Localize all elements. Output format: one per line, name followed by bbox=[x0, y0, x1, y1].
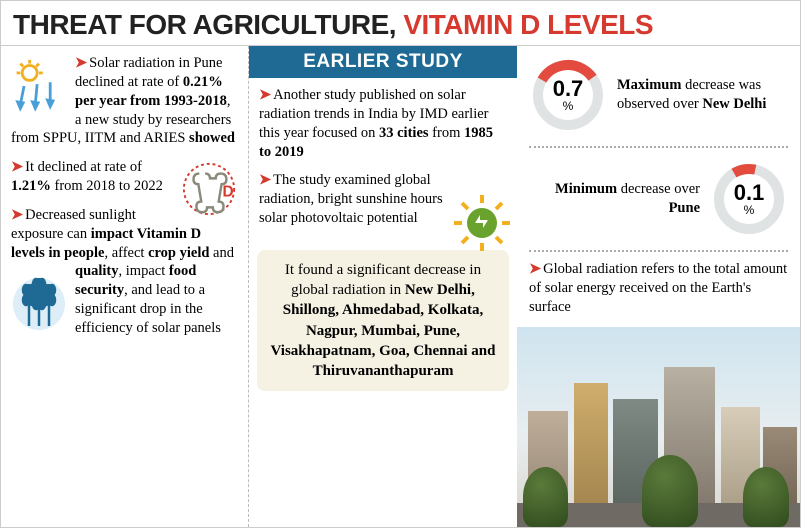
bullet-arrow: ➤ bbox=[11, 207, 23, 223]
sun-decline-icon bbox=[11, 58, 67, 114]
gauge-0.7: 0.7% bbox=[529, 56, 607, 134]
gauge-min-text: Minimum decrease over Pune bbox=[529, 180, 700, 218]
cities-box: It found a significant decrease in globa… bbox=[257, 250, 509, 392]
gauge-value: 0.1 bbox=[734, 182, 765, 204]
bullet-arrow: ➤ bbox=[529, 261, 541, 277]
bullet-note: ➤Global radiation refers to the total am… bbox=[517, 254, 800, 323]
bullet-1: ➤Solar radiation in Pune declined at rat… bbox=[11, 54, 238, 148]
bone-vitamin-d-icon: D bbox=[180, 160, 238, 218]
bullet-arrow: ➤ bbox=[259, 87, 271, 103]
gauge-max: 0.7% Maximum decrease was observed over … bbox=[517, 46, 800, 144]
headline-part2: VITAMIN D LEVELS bbox=[403, 9, 653, 40]
headline-part1: THREAT FOR AGRICULTURE, bbox=[13, 9, 403, 40]
gauge-0.1: 0.1% bbox=[710, 160, 788, 238]
bullet-arrow: ➤ bbox=[11, 159, 23, 175]
bullet-3: ➤Decreased sunlight exposure can impact … bbox=[11, 206, 238, 338]
bullet-4: ➤Another study published on solar radiat… bbox=[259, 86, 507, 161]
svg-text:D: D bbox=[223, 184, 234, 201]
column-left: ➤Solar radiation in Pune declined at rat… bbox=[1, 46, 249, 527]
divider bbox=[529, 146, 788, 148]
infographic: THREAT FOR AGRICULTURE, VITAMIN D LEVELS… bbox=[0, 0, 801, 528]
gauge-min: 0.1% Minimum decrease over Pune bbox=[517, 150, 800, 248]
bullet-arrow: ➤ bbox=[75, 55, 87, 71]
body-columns: ➤Solar radiation in Pune declined at rat… bbox=[1, 46, 800, 527]
bullet-2: D ➤It declined at rate of 1.21% from 201… bbox=[11, 158, 238, 196]
city-photo bbox=[517, 327, 800, 527]
divider bbox=[529, 250, 788, 252]
column-right: 0.7% Maximum decrease was observed over … bbox=[517, 46, 800, 527]
earlier-study-header: EARLIER STUDY bbox=[249, 46, 517, 78]
earlier-bullets: ➤Another study published on solar radiat… bbox=[249, 78, 517, 244]
gauge-value: 0.7 bbox=[553, 78, 584, 100]
green-sun-icon bbox=[451, 192, 513, 254]
wheat-icon bbox=[11, 264, 67, 336]
bullet-arrow: ➤ bbox=[259, 172, 271, 188]
gauge-max-text: Maximum decrease was observed over New D… bbox=[617, 76, 788, 114]
column-middle: EARLIER STUDY ➤Another study published o… bbox=[249, 46, 517, 527]
headline: THREAT FOR AGRICULTURE, VITAMIN D LEVELS bbox=[1, 1, 800, 46]
